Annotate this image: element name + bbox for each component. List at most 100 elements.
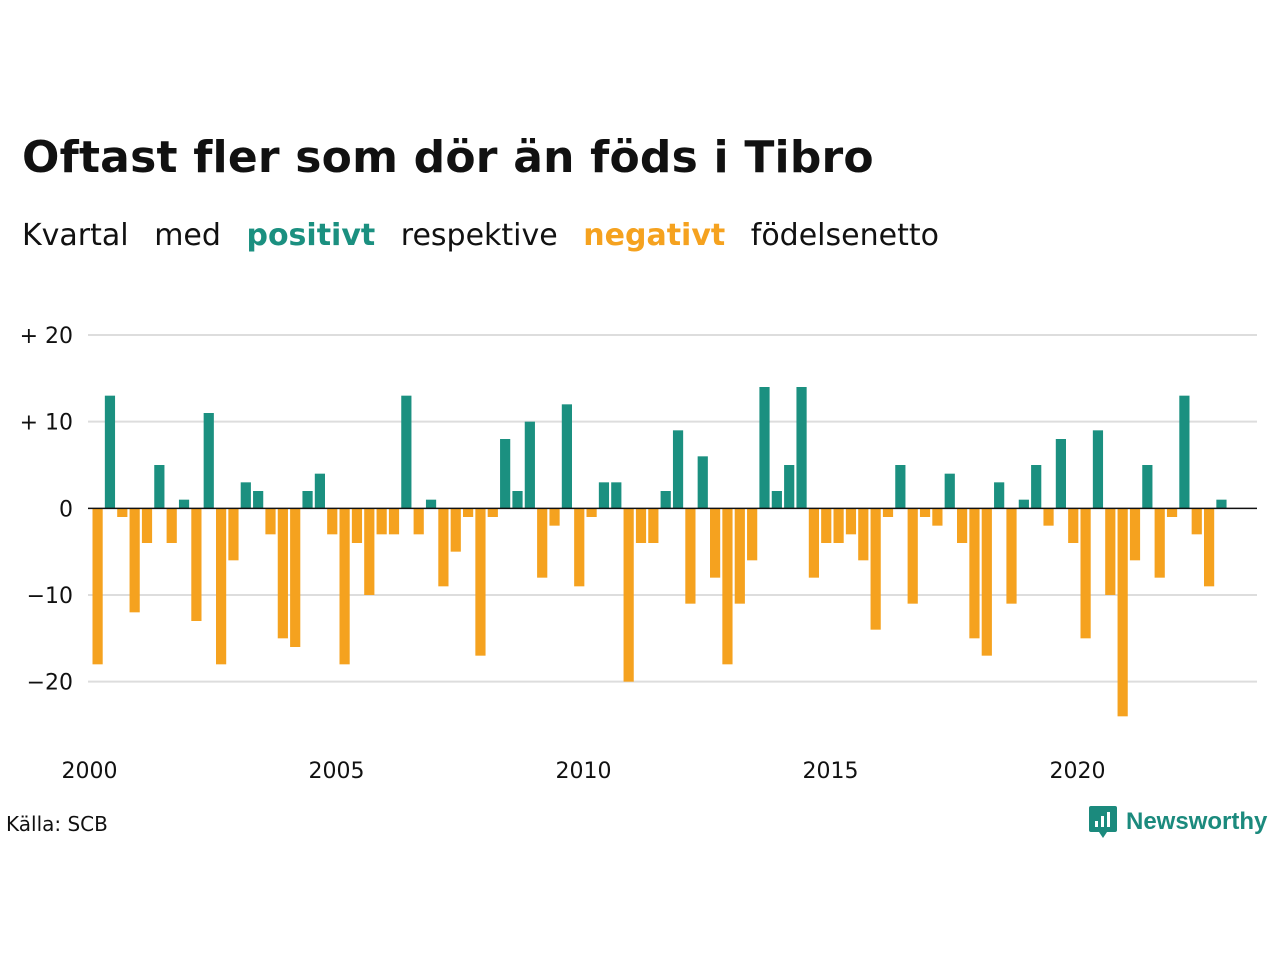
bar-negative bbox=[1204, 508, 1215, 587]
bar-negative bbox=[537, 508, 548, 578]
bar-positive bbox=[611, 482, 622, 509]
newsworthy-logo-icon bbox=[1089, 806, 1117, 838]
bar-negative bbox=[1043, 508, 1054, 526]
bar-positive bbox=[253, 491, 264, 509]
bar-negative bbox=[870, 508, 881, 630]
bar-positive bbox=[425, 499, 437, 509]
bar-negative bbox=[327, 508, 338, 535]
x-tick-label: 2015 bbox=[803, 759, 859, 784]
subtitle-text: födelsenetto bbox=[750, 218, 939, 253]
bar-positive bbox=[154, 465, 165, 509]
bar-negative bbox=[1166, 508, 1178, 517]
bar-positive bbox=[1216, 499, 1227, 509]
bar-negative bbox=[1080, 508, 1091, 639]
bar-negative bbox=[141, 508, 153, 543]
bar-negative bbox=[191, 508, 202, 621]
subtitle-text: Kvartal bbox=[22, 218, 129, 253]
chart-bars bbox=[92, 387, 1227, 717]
y-axis: + 20 + 10 0 −10 −20 bbox=[20, 324, 73, 696]
newsworthy-logo: Newsworthy bbox=[1088, 804, 1267, 840]
bar-negative bbox=[574, 508, 585, 587]
bar-negative bbox=[648, 508, 659, 543]
bar-negative bbox=[957, 508, 968, 543]
subtitle-negative-label: negativt bbox=[583, 218, 726, 253]
x-tick-label: 2010 bbox=[556, 759, 612, 784]
x-tick-label: 2020 bbox=[1050, 759, 1106, 784]
bar-negative bbox=[907, 508, 918, 604]
bar-negative bbox=[685, 508, 696, 604]
bar-positive bbox=[994, 482, 1005, 509]
bar-positive bbox=[759, 387, 770, 509]
bar-negative bbox=[549, 508, 560, 526]
bar-positive bbox=[1142, 465, 1153, 509]
bar-positive bbox=[598, 482, 610, 509]
bar-positive bbox=[1092, 430, 1104, 509]
bar-positive bbox=[1031, 465, 1042, 509]
x-tick-label: 2005 bbox=[309, 759, 365, 784]
bar-positive bbox=[944, 473, 955, 509]
bar-positive bbox=[697, 456, 708, 509]
bar-negative bbox=[586, 508, 597, 517]
bar-positive bbox=[1018, 499, 1029, 509]
bar-negative bbox=[475, 508, 486, 656]
bar-positive bbox=[1055, 439, 1066, 509]
bar-positive bbox=[895, 465, 906, 509]
bar-positive bbox=[512, 491, 523, 509]
bar-negative bbox=[1105, 508, 1116, 595]
bar-negative bbox=[438, 508, 449, 587]
bar-positive bbox=[240, 482, 251, 509]
bar-positive bbox=[672, 430, 684, 509]
x-axis: 2000 2005 2010 2015 2020 bbox=[62, 759, 1106, 784]
bar-negative bbox=[339, 508, 350, 665]
bar-negative bbox=[722, 508, 733, 665]
subtitle-positive-label: positivt bbox=[246, 218, 376, 253]
bar-negative bbox=[216, 508, 227, 665]
bar-negative bbox=[833, 508, 844, 543]
bar-negative bbox=[166, 508, 177, 543]
bar-negative bbox=[710, 508, 721, 578]
bar-positive bbox=[784, 465, 795, 509]
bar-negative bbox=[845, 508, 857, 535]
bar-negative bbox=[1068, 508, 1079, 543]
chart-subtitle: Kvartal med positivt respektive negativt… bbox=[22, 214, 955, 258]
bar-positive bbox=[660, 491, 671, 509]
bar-negative bbox=[1006, 508, 1017, 604]
y-tick-label: −10 bbox=[27, 584, 73, 609]
bar-positive bbox=[771, 491, 782, 509]
bar-negative bbox=[858, 508, 869, 561]
bar-negative bbox=[277, 508, 288, 639]
bar-positive bbox=[302, 491, 313, 509]
subtitle-text: respektive bbox=[400, 218, 558, 253]
bar-positive bbox=[796, 387, 807, 509]
bar-negative bbox=[92, 508, 103, 665]
bar-negative bbox=[463, 508, 474, 517]
bar-negative bbox=[734, 508, 745, 604]
bar-negative bbox=[969, 508, 980, 639]
y-tick-label: + 10 bbox=[20, 411, 73, 436]
bar-negative bbox=[388, 508, 400, 535]
bar-negative bbox=[376, 508, 387, 535]
bar-negative bbox=[1117, 508, 1128, 717]
y-tick-label: −20 bbox=[27, 671, 73, 696]
bar-negative bbox=[364, 508, 375, 595]
bar-negative bbox=[290, 508, 301, 647]
bar-negative bbox=[1154, 508, 1165, 578]
bar-negative bbox=[635, 508, 647, 543]
bar-negative bbox=[882, 508, 894, 517]
bar-negative bbox=[919, 508, 931, 517]
bar-negative bbox=[351, 508, 363, 543]
bar-positive bbox=[561, 404, 572, 509]
bar-negative bbox=[228, 508, 239, 561]
bar-negative bbox=[265, 508, 276, 535]
bar-positive bbox=[401, 395, 412, 509]
bar-chart: + 20 + 10 0 −10 −20 2000 2005 2010 2015 2020 bbox=[20, 324, 1257, 784]
bar-negative bbox=[1191, 508, 1202, 535]
chart-title: Oftast fler som dör än föds i Tibro bbox=[22, 132, 874, 183]
subtitle-text: med bbox=[154, 218, 221, 253]
y-tick-label: + 20 bbox=[20, 324, 73, 349]
source-note: Källa: SCB bbox=[6, 812, 108, 836]
bar-negative bbox=[808, 508, 819, 578]
bar-negative bbox=[129, 508, 140, 613]
bar-positive bbox=[178, 499, 190, 509]
bar-negative bbox=[821, 508, 832, 543]
